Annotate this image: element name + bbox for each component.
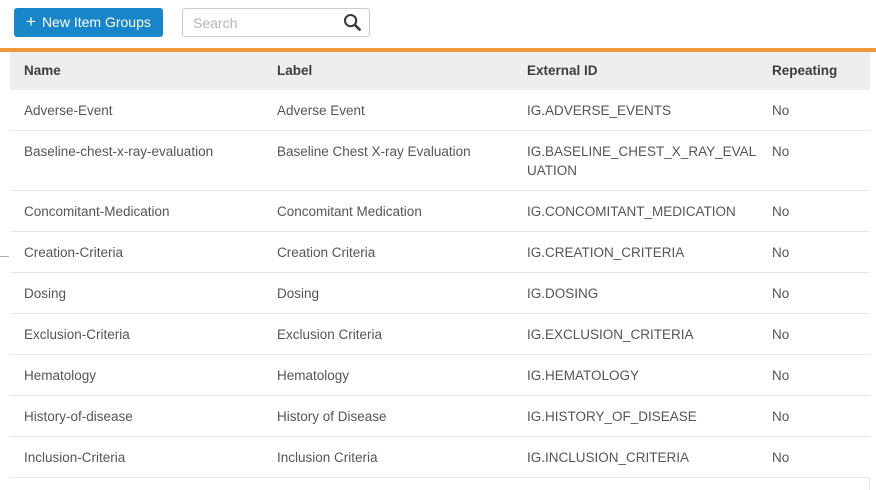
- cell-external-id: IG.HISTORY_OF_DISEASE: [527, 395, 772, 437]
- new-item-groups-button-label: New Item Groups: [41, 14, 151, 30]
- cell-repeating: No: [772, 436, 870, 478]
- cell-external-id: IG.CONCOMITANT_MEDICATION: [527, 190, 772, 232]
- cell-name[interactable]: Adverse-Event: [10, 90, 277, 131]
- cell-external-id: IG.EXCLUSION_CRITERIA: [527, 313, 772, 355]
- plus-icon: +: [26, 12, 36, 31]
- table-header-row: Name Label External ID Repeating: [10, 52, 870, 90]
- cell-repeating: No: [772, 231, 870, 273]
- search-input[interactable]: [182, 8, 370, 37]
- cropped-left-edge-element: [0, 256, 9, 257]
- cell-name[interactable]: Dosing: [10, 272, 277, 314]
- cell-name[interactable]: Creation-Criteria: [10, 231, 277, 273]
- table-row[interactable]: Adverse-Event Adverse Event IG.ADVERSE_E…: [10, 90, 870, 131]
- cell-repeating: No: [772, 190, 870, 232]
- cell-label: Inclusion Criteria: [277, 436, 527, 478]
- table-row[interactable]: Baseline-chest-x-ray-evaluation Baseline…: [10, 130, 870, 191]
- cell-repeating: No: [772, 90, 870, 131]
- item-groups-table: Name Label External ID Repeating Adverse…: [10, 52, 870, 478]
- table-row[interactable]: Concomitant-Medication Concomitant Medic…: [10, 190, 870, 232]
- cell-name[interactable]: Concomitant-Medication: [10, 190, 277, 232]
- cell-label: Creation Criteria: [277, 231, 527, 273]
- table-row[interactable]: Hematology Hematology IG.HEMATOLOGY No: [10, 354, 870, 396]
- accent-bar: [0, 48, 876, 52]
- cell-label: Baseline Chest X-ray Evaluation: [277, 130, 527, 191]
- cell-name[interactable]: History-of-disease: [10, 395, 277, 437]
- cell-name[interactable]: Hematology: [10, 354, 277, 396]
- column-header-name[interactable]: Name: [10, 52, 277, 90]
- cell-label: History of Disease: [277, 395, 527, 437]
- search-icon[interactable]: [343, 13, 362, 32]
- cell-label: Exclusion Criteria: [277, 313, 527, 355]
- cell-repeating: No: [772, 354, 870, 396]
- table-row[interactable]: Dosing Dosing IG.DOSING No: [10, 272, 870, 314]
- cell-external-id: IG.DOSING: [527, 272, 772, 314]
- table-row[interactable]: Exclusion-Criteria Exclusion Criteria IG…: [10, 313, 870, 355]
- cell-repeating: No: [772, 272, 870, 314]
- cell-label: Hematology: [277, 354, 527, 396]
- cell-label: Dosing: [277, 272, 527, 314]
- item-groups-table-container: Name Label External ID Repeating Adverse…: [10, 52, 870, 490]
- search-box: [182, 8, 370, 37]
- cell-repeating: No: [772, 395, 870, 437]
- cell-name[interactable]: Baseline-chest-x-ray-evaluation: [10, 130, 277, 191]
- cell-external-id: IG.ADVERSE_EVENTS: [527, 90, 772, 131]
- column-header-label[interactable]: Label: [277, 52, 527, 90]
- cell-name[interactable]: Exclusion-Criteria: [10, 313, 277, 355]
- cell-external-id: IG.INCLUSION_CRITERIA: [527, 436, 772, 478]
- cell-repeating: No: [772, 130, 870, 191]
- cell-external-id: IG.BASELINE_CHEST_X_RAY_EVALUATION: [527, 130, 772, 191]
- cell-label: Adverse Event: [277, 90, 527, 131]
- cell-external-id: IG.HEMATOLOGY: [527, 354, 772, 396]
- cell-external-id: IG.CREATION_CRITERIA: [527, 231, 772, 273]
- item-groups-table-body: Adverse-Event Adverse Event IG.ADVERSE_E…: [10, 90, 870, 478]
- new-item-groups-button[interactable]: + New Item Groups: [14, 8, 163, 37]
- column-header-repeating[interactable]: Repeating: [772, 52, 870, 90]
- table-row[interactable]: Creation-Criteria Creation Criteria IG.C…: [10, 231, 870, 273]
- cell-name[interactable]: Inclusion-Criteria: [10, 436, 277, 478]
- table-row[interactable]: Inclusion-Criteria Inclusion Criteria IG…: [10, 436, 870, 478]
- toolbar: + New Item Groups: [0, 0, 876, 48]
- cell-repeating: No: [772, 313, 870, 355]
- column-header-external-id[interactable]: External ID: [527, 52, 772, 90]
- table-row[interactable]: History-of-disease History of Disease IG…: [10, 395, 870, 437]
- cell-label: Concomitant Medication: [277, 190, 527, 232]
